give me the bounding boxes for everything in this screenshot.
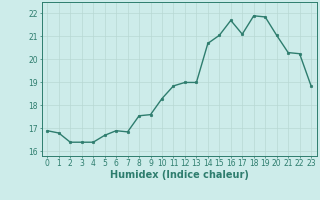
X-axis label: Humidex (Indice chaleur): Humidex (Indice chaleur) xyxy=(110,170,249,180)
